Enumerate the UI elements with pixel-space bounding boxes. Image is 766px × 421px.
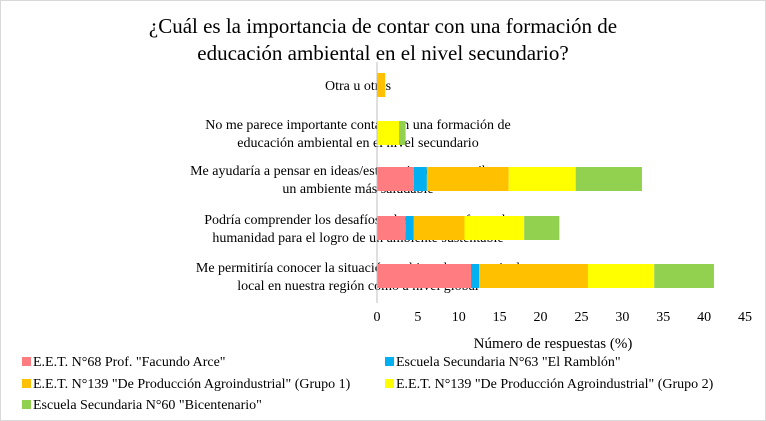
bar-segment bbox=[377, 167, 414, 191]
bar-segment bbox=[524, 216, 560, 240]
legend-label: Escuela Secundaria N°60 "Bicentenario" bbox=[33, 398, 262, 413]
bar-segment bbox=[471, 264, 480, 288]
bar-segment bbox=[426, 167, 509, 191]
bar-segment bbox=[377, 264, 472, 288]
bar-segment bbox=[413, 167, 427, 191]
category-label: Otra u otras bbox=[325, 79, 391, 94]
category-label: No me parece importante contar con una f… bbox=[205, 118, 511, 133]
bar-segment bbox=[479, 264, 588, 288]
legend-label: E.E.T. N°139 "De Producción Agroindustri… bbox=[33, 377, 351, 392]
x-tick-label: 10 bbox=[452, 310, 466, 325]
bar-segment bbox=[377, 121, 400, 145]
x-tick-label: 15 bbox=[493, 310, 507, 325]
x-axis-title: Número de respuestas (%) bbox=[474, 336, 633, 352]
legend-swatch bbox=[22, 400, 31, 409]
bar-segment bbox=[464, 216, 525, 240]
category-label: educación ambiental en el nivel secundar… bbox=[237, 136, 478, 151]
chart-title-line: educación ambiental en el nivel secundar… bbox=[197, 41, 568, 65]
legend-swatch bbox=[385, 357, 394, 366]
x-tick-label: 25 bbox=[574, 310, 588, 325]
x-tick-label: 20 bbox=[534, 310, 548, 325]
bar-segment bbox=[399, 121, 406, 145]
x-tick-label: 45 bbox=[738, 310, 752, 325]
legend-swatch bbox=[385, 379, 394, 388]
bar-segment bbox=[587, 264, 655, 288]
bar-segment bbox=[405, 216, 414, 240]
chart-title-line: ¿Cuál es la importancia de contar con un… bbox=[149, 14, 617, 38]
x-tick-label: 40 bbox=[697, 310, 711, 325]
legend-swatch bbox=[22, 379, 31, 388]
x-tick-label: 35 bbox=[656, 310, 670, 325]
legend-swatch bbox=[22, 357, 31, 366]
x-tick-label: 30 bbox=[615, 310, 629, 325]
bar-segment bbox=[575, 167, 642, 191]
legend-label: E.E.T. N°68 Prof. "Facundo Arce" bbox=[33, 355, 226, 370]
bar-segment bbox=[654, 264, 714, 288]
bar-segment bbox=[377, 73, 386, 97]
bar-segment bbox=[508, 167, 576, 191]
legend-label: E.E.T. N°139 "De Producción Agroindustri… bbox=[396, 377, 714, 392]
x-tick-label: 5 bbox=[414, 310, 421, 325]
x-tick-label: 0 bbox=[374, 310, 381, 325]
bar-segment bbox=[413, 216, 465, 240]
legend-label: Escuela Secundaria N°63 "El Ramblón" bbox=[396, 355, 621, 370]
bar-segment bbox=[377, 216, 406, 240]
